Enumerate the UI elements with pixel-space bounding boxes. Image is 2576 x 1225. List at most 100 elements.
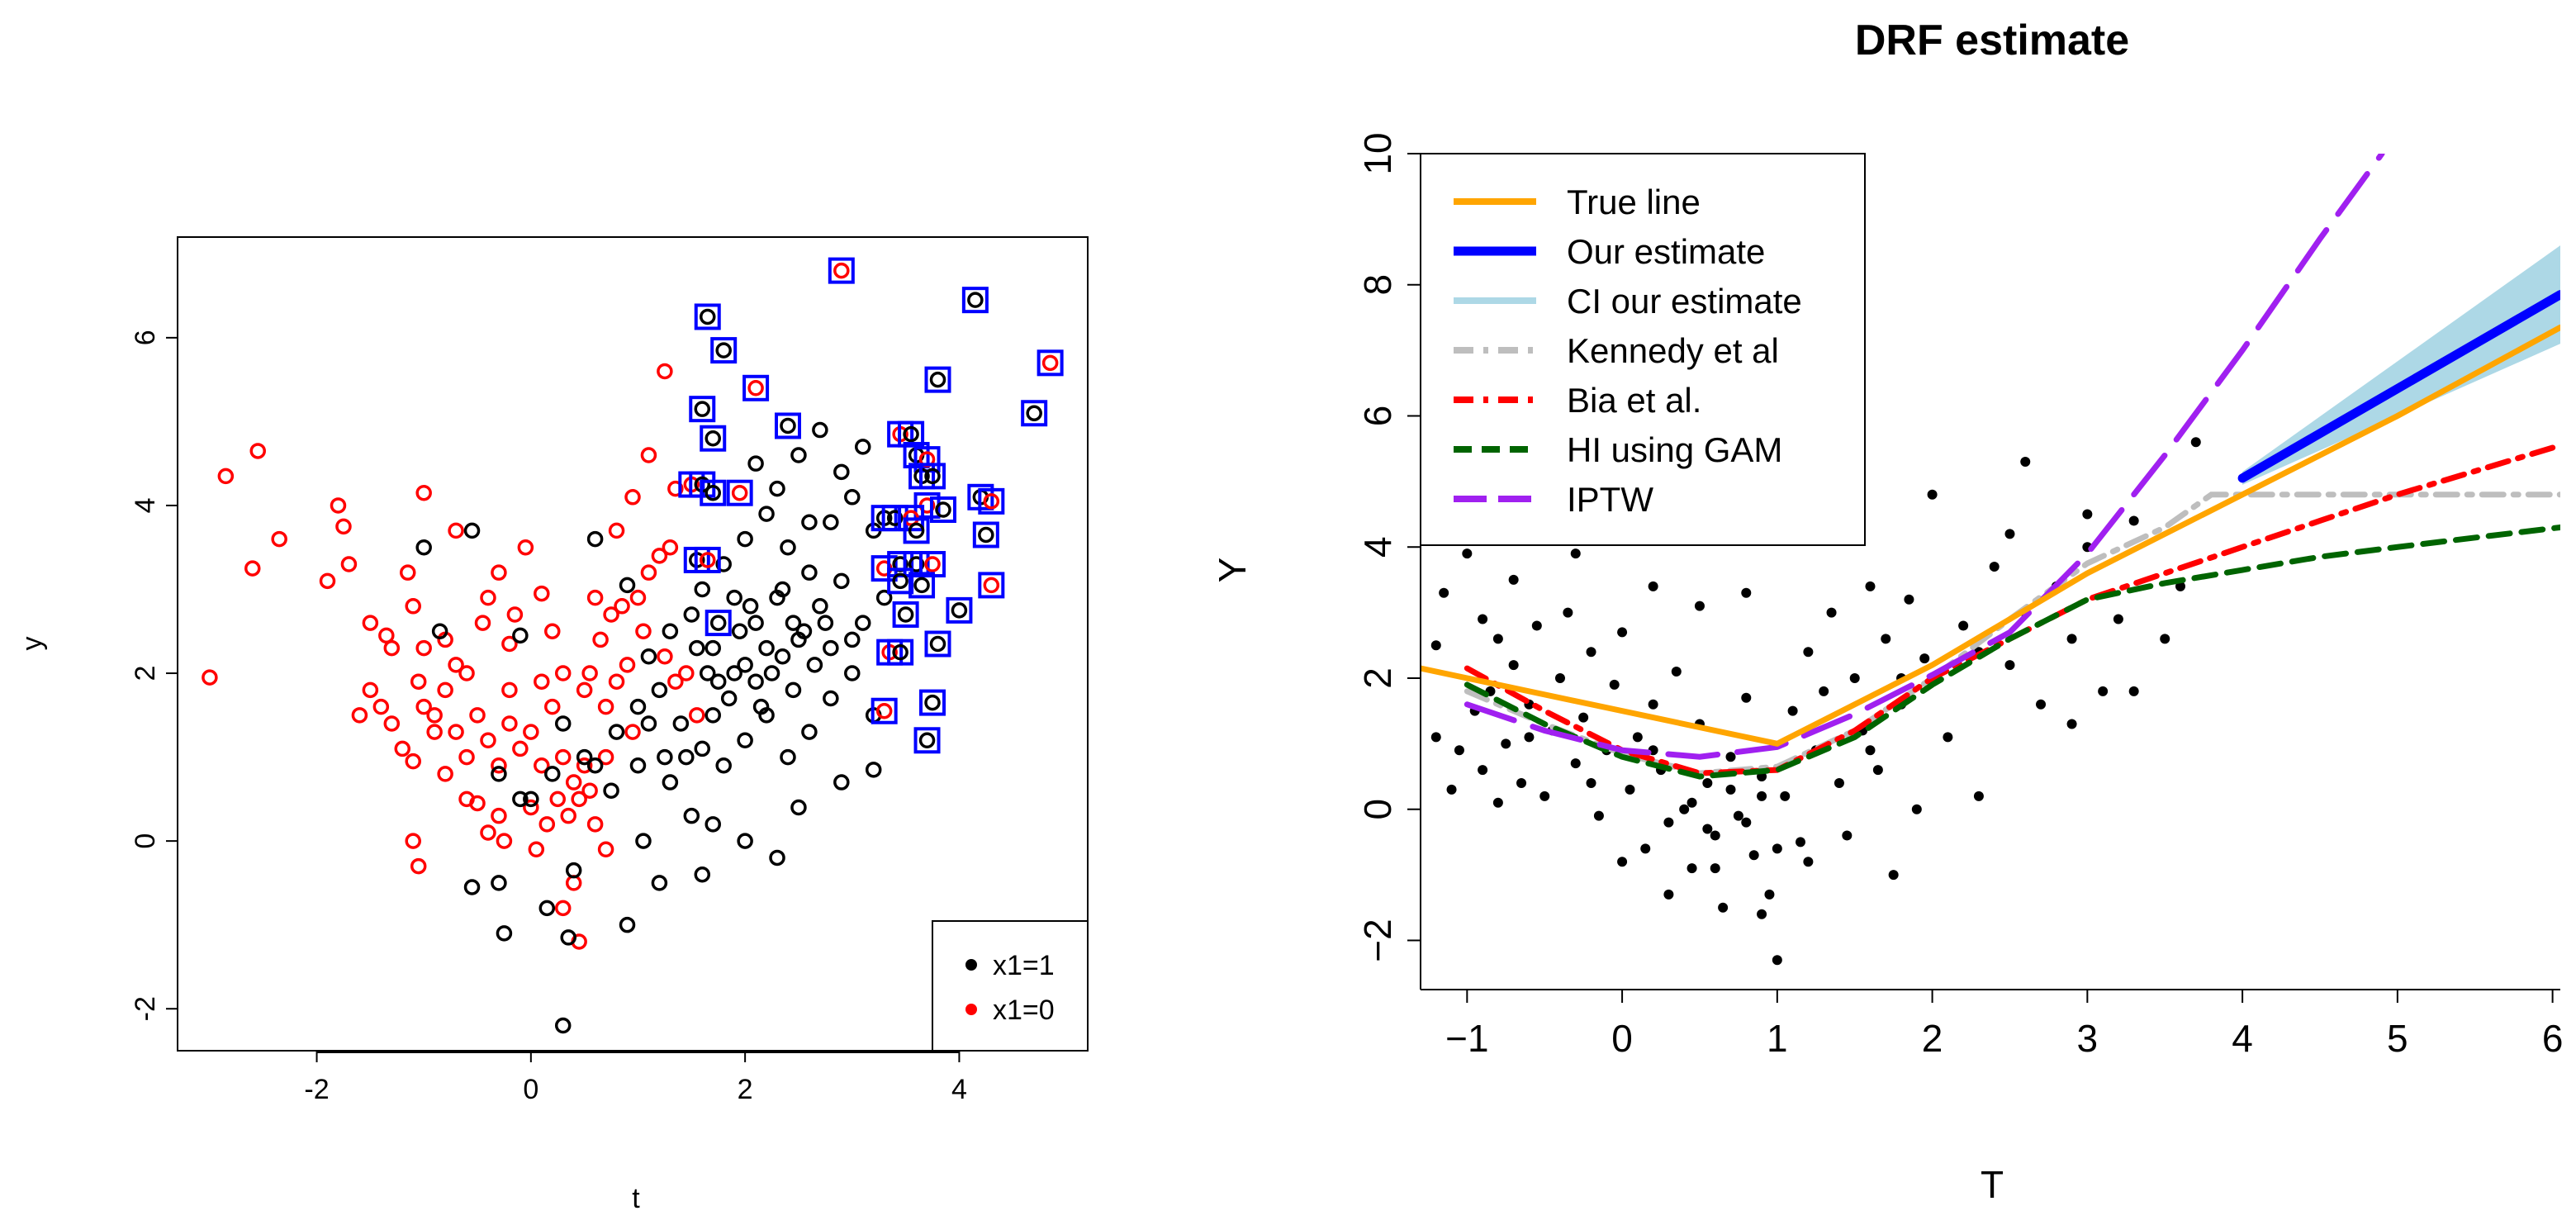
point-x1-0-76 (640, 564, 657, 581)
point-x1-0-26 (544, 623, 561, 640)
boxed-point-inner-36 (924, 556, 941, 572)
right-y-axis-label: Y (1211, 558, 1254, 583)
point-x1-0-6 (335, 518, 352, 535)
point-x1-1-45 (812, 598, 828, 615)
drf-point-61 (1919, 653, 1930, 664)
point-x1-1-8 (635, 833, 652, 849)
boxed-point-inner-47 (918, 732, 936, 749)
boxed-point-inner-31 (908, 522, 925, 539)
right-x-tick-label-3: 2 (1922, 1017, 1943, 1060)
boxed-point-square-41 (946, 596, 973, 624)
right-y-tick-label-3: 4 (1356, 536, 1399, 558)
right-x-tick-label-7: 6 (2542, 1017, 2564, 1060)
boxed-point-square-32 (972, 521, 999, 548)
point-x1-1-29 (715, 757, 732, 774)
point-x1-0-52 (491, 807, 507, 824)
drf-point-7 (1501, 738, 1511, 749)
drf-point-38 (1741, 692, 1752, 703)
point-x1-0-41 (501, 715, 518, 732)
point-x1-0-36 (448, 724, 464, 740)
boxed-point-inner-39 (983, 577, 1000, 594)
drf-point-71 (2066, 634, 2077, 644)
point-x1-0-59 (581, 782, 598, 799)
legend-label-4: Bia et al. (1567, 381, 1701, 420)
point-x1-1-95 (726, 589, 742, 606)
left-plot-box (177, 236, 1089, 1052)
boxed-point-square-2 (710, 337, 738, 364)
point-x1-0-71 (608, 673, 625, 690)
boxed-point-square-15 (1037, 349, 1064, 377)
drf-point-104 (1492, 797, 1503, 808)
legend-marker-x1-0 (965, 1004, 977, 1015)
point-x1-0-55 (538, 816, 556, 833)
left-y-tick-label-4: 6 (130, 330, 161, 345)
point-x1-1-86 (554, 715, 572, 732)
drf-point-82 (1570, 548, 1581, 559)
legend-label-x1-0: x1=0 (993, 995, 1055, 1026)
boxed-point-inner-15 (1041, 354, 1059, 372)
point-x1-1-73 (795, 623, 813, 640)
legend-label-0: True line (1567, 183, 1701, 221)
drf-point-50 (1834, 777, 1844, 788)
drf-point-24 (1632, 732, 1643, 743)
point-x1-0-22 (501, 635, 518, 653)
drf-point-1 (1446, 784, 1457, 795)
left-scatter-panel: -2 0 2 4 -2 0 2 4 6 t y x1=1 x1=0 (17, 236, 1089, 1214)
point-x1-1-4 (565, 862, 582, 879)
point-x1-1-99 (640, 715, 657, 732)
point-x1-1-38 (662, 623, 679, 640)
point-x1-1-96 (704, 707, 721, 724)
point-x1-1-46 (833, 572, 850, 590)
left-y-tick-label-2: 2 (130, 666, 161, 681)
drf-point-48 (1819, 686, 1829, 696)
point-x1-1-75 (817, 615, 834, 631)
point-x1-0-15 (415, 639, 432, 657)
boxed-point-inner-12 (700, 552, 716, 568)
left-y-axis-label: y (17, 637, 48, 651)
point-x1-1-94 (785, 615, 802, 631)
point-x1-1-70 (763, 665, 780, 681)
point-x1-1-3 (538, 900, 556, 917)
drf-point-73 (2098, 686, 2109, 696)
point-x1-0-32 (410, 673, 427, 690)
left-y-tick-label-1: 0 (130, 833, 161, 849)
point-x1-1-77 (709, 673, 727, 690)
point-x1-1-59 (769, 480, 785, 497)
boxed-point-inner-29 (886, 510, 904, 526)
point-x1-1-19 (491, 875, 507, 891)
drf-point-22 (1617, 627, 1628, 638)
right-y-tick-label-1: 0 (1356, 799, 1399, 820)
drf-point-101 (1586, 777, 1596, 788)
drf-point-74 (2113, 614, 2123, 624)
right-y-tick-label-5: 8 (1356, 274, 1399, 296)
point-x1-0-37 (458, 748, 475, 766)
point-x1-0-51 (480, 824, 496, 841)
drf-point-80 (1478, 614, 1488, 624)
point-x1-0-78 (662, 539, 679, 556)
point-x1-1-92 (844, 631, 861, 648)
drf-point-55 (1872, 765, 1883, 776)
point-x1-0-88 (608, 522, 625, 539)
point-x1-1-67 (731, 623, 748, 640)
drf-point-8 (1508, 660, 1519, 671)
legend-marker-x1-1 (965, 959, 977, 971)
drf-point-49 (1826, 607, 1837, 618)
right-y-tick-label-6: 10 (1356, 132, 1399, 174)
legend-label-2: CI our estimate (1567, 282, 1802, 320)
point-x1-0-74 (614, 598, 630, 615)
point-x1-1-74 (806, 657, 823, 673)
drf-point-62 (1927, 489, 1938, 500)
boxed-point-inner-25 (935, 501, 951, 518)
point-x1-0-95 (576, 681, 593, 699)
drf-point-54 (1865, 581, 1876, 591)
boxed-point-inner-9 (731, 484, 748, 501)
drf-point-68 (2020, 457, 2031, 468)
boxed-point-square-10 (774, 412, 801, 439)
boxed-point-inner-32 (978, 526, 994, 544)
drf-point-76 (2160, 634, 2170, 644)
point-x1-1-34 (823, 690, 839, 707)
drf-point-19 (1593, 810, 1604, 821)
point-x1-1-39 (683, 606, 700, 623)
boxed-point-square-0 (828, 257, 855, 284)
